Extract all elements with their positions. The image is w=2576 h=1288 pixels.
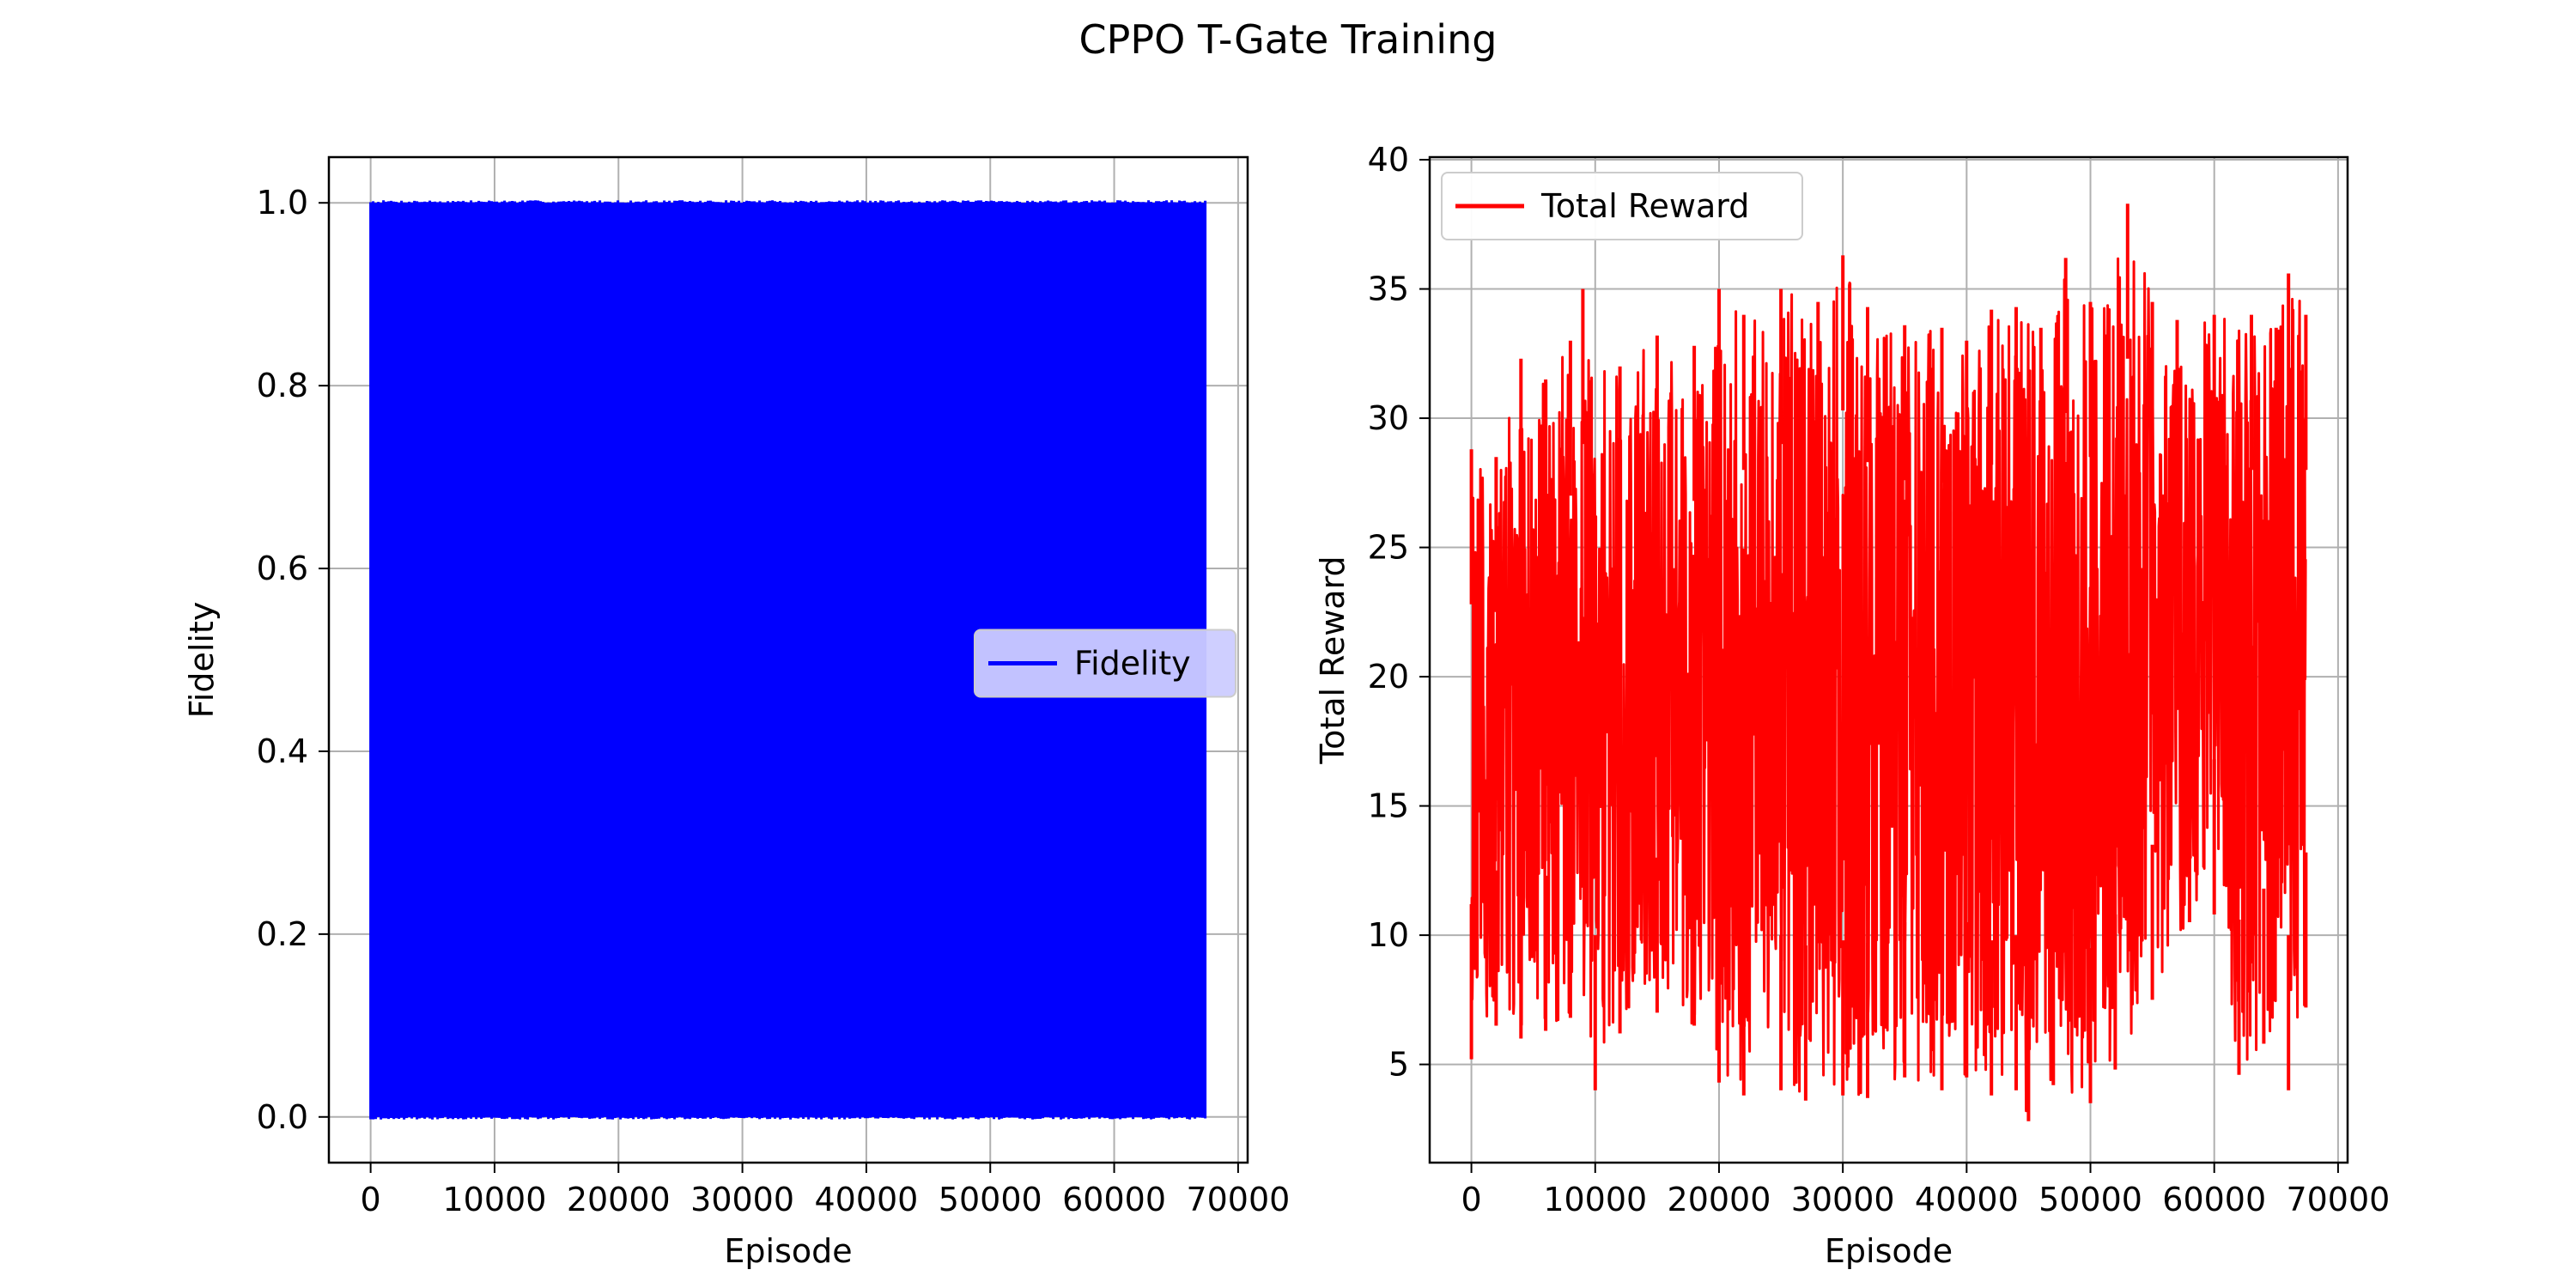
y-tick-label: 0.4 (257, 732, 308, 770)
y-tick-label: 25 (1368, 529, 1409, 567)
x-tick-label: 10000 (1543, 1181, 1647, 1218)
x-tick-label: 20000 (567, 1181, 671, 1218)
x-tick-label: 0 (361, 1181, 381, 1218)
legend: Total Reward (1441, 172, 1803, 240)
x-tick-label: 60000 (1062, 1181, 1166, 1218)
y-tick-label: 30 (1368, 399, 1409, 437)
x-tick-label: 50000 (939, 1181, 1042, 1218)
x-tick-label: 60000 (2162, 1181, 2266, 1218)
x-tick-label: 20000 (1668, 1181, 1771, 1218)
reward-chart: 0 10000 20000 30000 40000 50000 60000 70000 5 10 1… (1314, 141, 2390, 1270)
y-tick-label: 5 (1388, 1046, 1409, 1084)
fidelity-chart: 0 10000 20000 30000 40000 50000 60000 70000 0.0 0… (183, 155, 1290, 1270)
legend-box (974, 629, 1236, 698)
x-axis-label: Episode (724, 1232, 852, 1270)
legend-box (1441, 172, 1803, 240)
x-tick-label: 50000 (2038, 1181, 2142, 1218)
y-tick-label: 20 (1368, 658, 1409, 696)
x-tick-label: 40000 (1915, 1181, 2019, 1218)
x-tick-label: 40000 (814, 1181, 918, 1218)
x-tick-label: 70000 (2286, 1181, 2390, 1218)
y-tick-label: 15 (1368, 787, 1409, 825)
legend-label: Fidelity (1074, 645, 1191, 683)
y-tick-label: 0.6 (257, 550, 308, 587)
legend-label: Total Reward (1540, 187, 1749, 225)
reward-spikes (1469, 204, 2308, 1121)
y-tick-label: 35 (1368, 270, 1409, 308)
x-tick-label: 30000 (690, 1181, 794, 1218)
x-axis-label: Episode (1825, 1232, 1953, 1270)
x-tick-label: 70000 (1186, 1181, 1290, 1218)
y-axis-label: Total Reward (1314, 556, 1352, 764)
figure-title: CPPO T-Gate Training (1079, 16, 1498, 63)
y-tick-label: 1.0 (257, 184, 308, 222)
y-tick-label: 0.8 (257, 367, 308, 404)
axes-frame (327, 155, 1249, 1164)
y-axis-label: Fidelity (183, 602, 221, 719)
axes-frame (1428, 155, 2349, 1164)
y-tick-label: 0.0 (257, 1098, 308, 1136)
x-tick-label: 30000 (1791, 1181, 1895, 1218)
x-tick-label: 0 (1461, 1181, 1481, 1218)
x-tick-label: 10000 (443, 1181, 547, 1218)
reward-line (1470, 257, 2307, 1113)
y-tick-label: 10 (1368, 916, 1409, 954)
legend: Fidelity (974, 629, 1236, 698)
y-tick-label: 0.2 (257, 915, 308, 953)
y-tick-label: 40 (1368, 141, 1409, 179)
